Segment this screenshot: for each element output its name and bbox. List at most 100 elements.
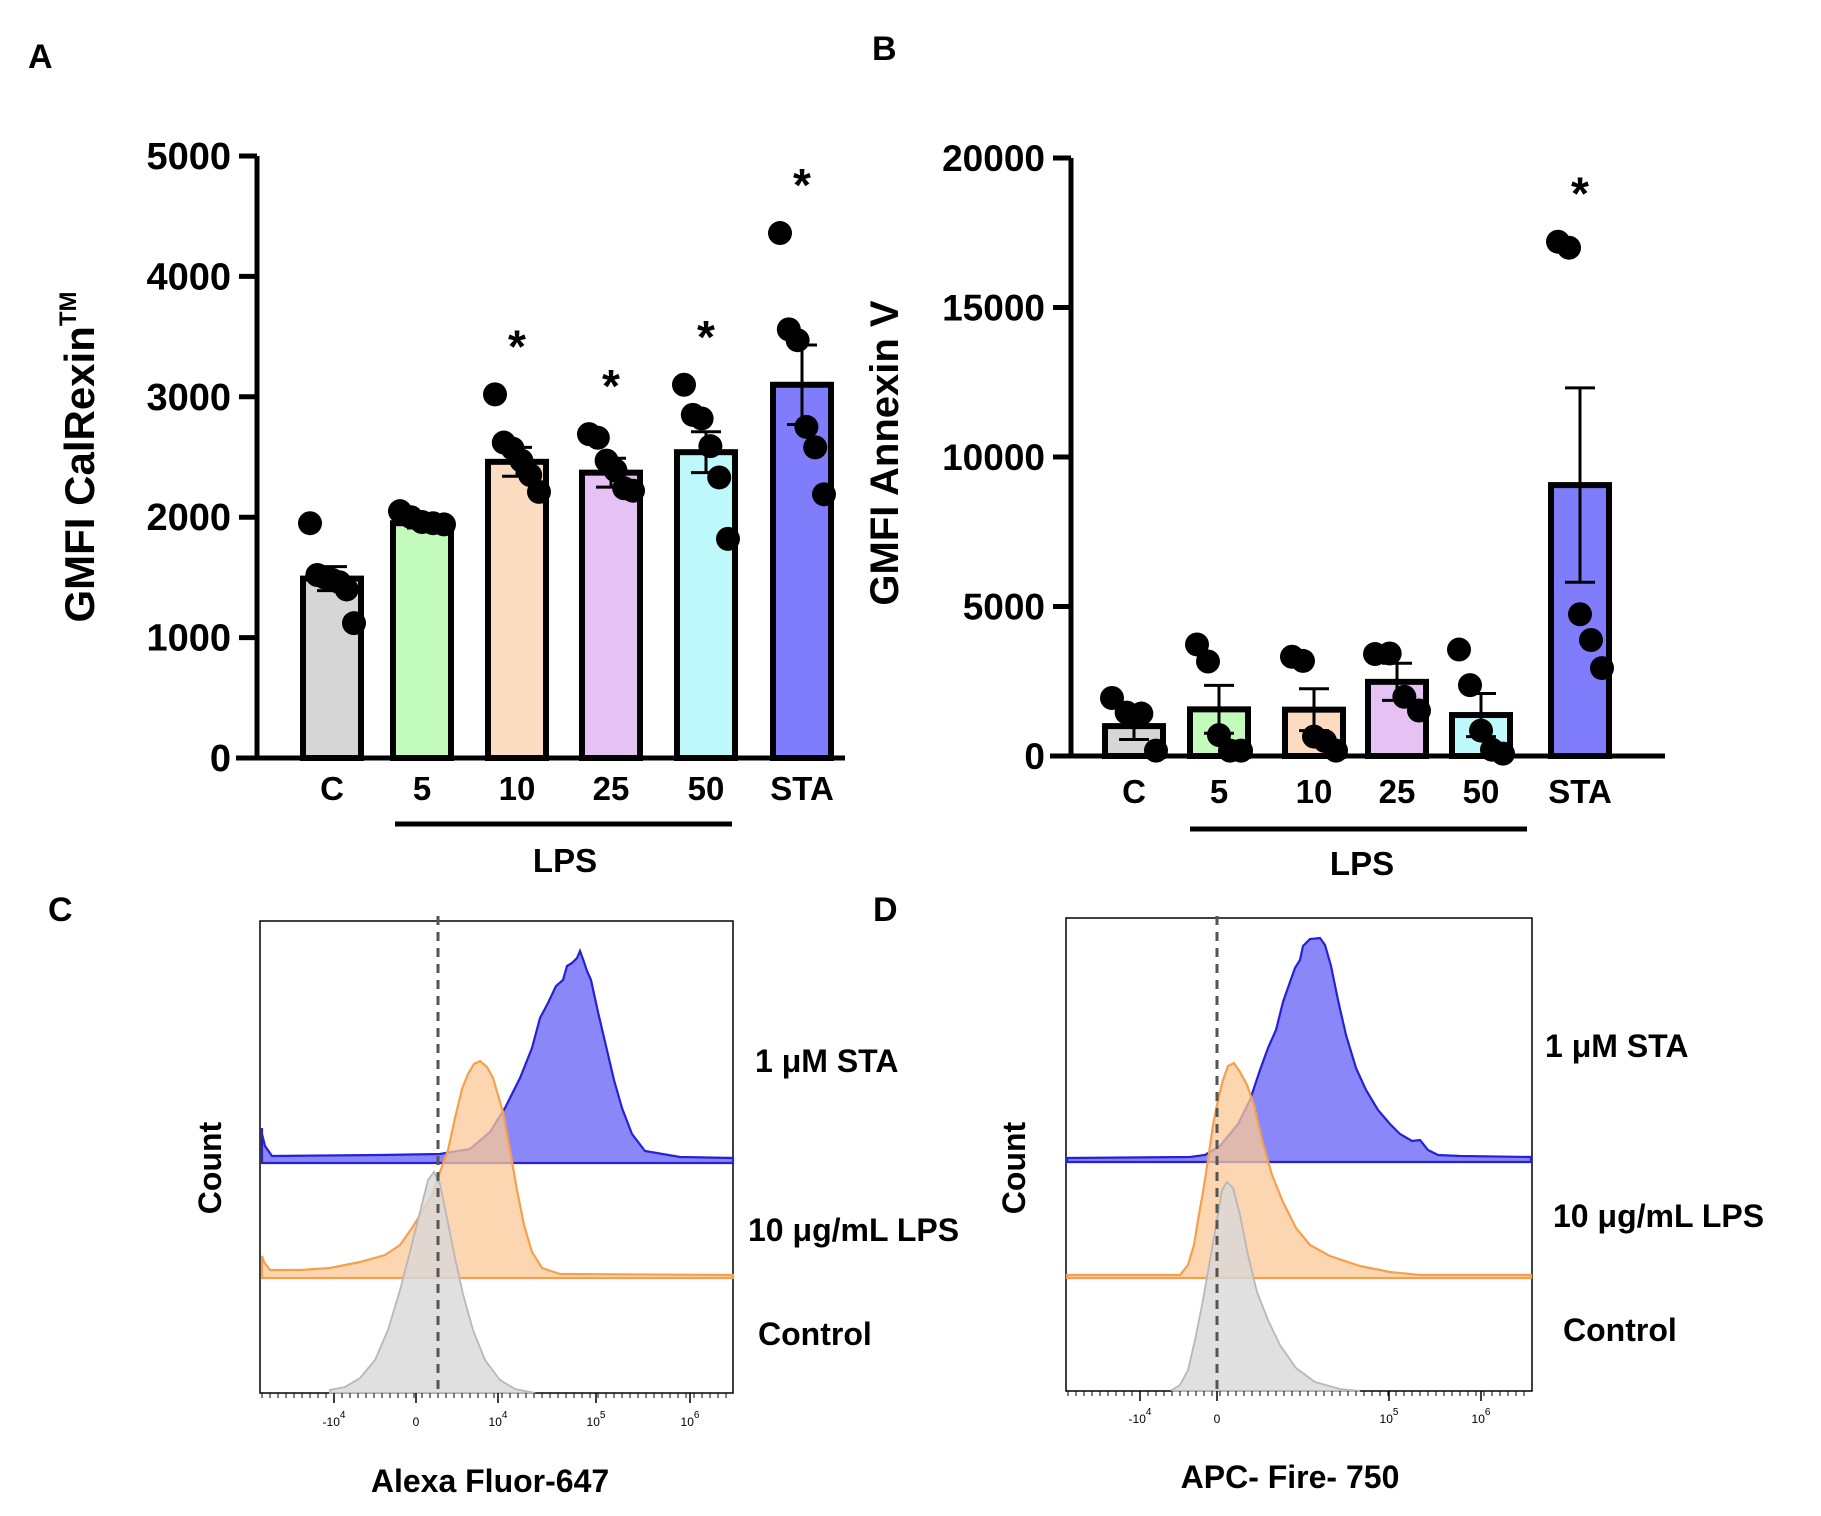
- panel-c-series-control: [329, 1170, 536, 1394]
- panel-c-x-tick-label: 105: [587, 1410, 606, 1429]
- panel-d-legend-control: Control: [1563, 1312, 1677, 1348]
- panel-a-category-label: C: [320, 770, 344, 807]
- panel-a-data-point: [334, 577, 359, 602]
- panel-a-significance-star: *: [793, 159, 811, 211]
- panel-b-significance-star: *: [1571, 168, 1589, 220]
- panel-b-y-tick-label: 0: [1024, 736, 1045, 777]
- panel-b-data-point: [1407, 698, 1431, 723]
- panel-d-histogram: D -104 0 105 106 Count APC- Fire- 750 1 μM …: [873, 891, 1764, 1495]
- panel-b-data-point: [1185, 632, 1209, 657]
- panel-d-x-axis-label: APC- Fire- 750: [1181, 1459, 1400, 1495]
- panel-d-y-axis-label: Count: [996, 1121, 1032, 1214]
- panel-b-data-point: [1377, 641, 1402, 666]
- panel-b-y-tick-label: 15000: [942, 288, 1045, 329]
- panel-b-lps-label: LPS: [1330, 845, 1394, 882]
- panel-a-data-point: [527, 479, 551, 504]
- panel-b-y-axis-label: GMFI Annexin V: [863, 300, 907, 606]
- panel-c-x-tick-label: -104: [323, 1410, 346, 1429]
- panel-a-bar: [300, 575, 364, 761]
- panel-a-data-point: [707, 465, 732, 490]
- panel-a-bar: [390, 520, 454, 761]
- panel-a-category-label: 10: [499, 770, 536, 807]
- panel-a-y-tick-label: 4000: [146, 256, 231, 298]
- panel-c-legend-control: Control: [758, 1316, 872, 1352]
- panel-b-y-tick-label: 5000: [963, 587, 1045, 628]
- panel-c-label: C: [48, 891, 73, 929]
- panel-b-data-point: [1291, 648, 1315, 673]
- panel-b-y-tick-label: 20000: [942, 138, 1045, 179]
- panel-b-category-label: 5: [1210, 773, 1228, 810]
- panel-a-significance-star: *: [697, 311, 715, 363]
- panel-d-series-control: [1171, 1180, 1361, 1392]
- panel-c-x-tick-label: 104: [489, 1410, 508, 1429]
- panel-b-data-point: [1579, 627, 1603, 652]
- panel-a-category-label: 25: [593, 770, 630, 807]
- panel-d-legend-sta: 1 μM STA: [1545, 1028, 1688, 1064]
- panel-c-x-tick-label: 0: [413, 1415, 420, 1429]
- panel-b-data-point: [1129, 701, 1154, 726]
- panel-b-data-point: [1458, 673, 1482, 698]
- panel-d-x-tick-label: 105: [1380, 1407, 1399, 1426]
- panel-c-histogram: C -104 0 104 105 106 Count Alexa Fluor-647 1…: [48, 891, 959, 1499]
- panel-a-data-point: [298, 511, 322, 536]
- panel-a-data-point: [794, 414, 819, 439]
- panel-a-category-label: STA: [770, 770, 834, 807]
- panel-b-category-label: C: [1122, 773, 1146, 810]
- panel-b-category-label: STA: [1548, 773, 1612, 810]
- panel-a-label: A: [28, 38, 53, 76]
- panel-a-data-point: [483, 382, 507, 407]
- panel-b-data-point: [1557, 235, 1581, 260]
- panel-c-x-tick-label: 106: [681, 1410, 700, 1429]
- panel-a-y-tick-label: 1000: [146, 618, 231, 660]
- panel-c-series-lps: [260, 1059, 735, 1280]
- panel-c-legend-sta: 1 μM STA: [755, 1043, 898, 1079]
- panel-a-y-tick-label: 5000: [146, 136, 231, 178]
- panel-d-x-tick-label: 106: [1472, 1407, 1491, 1426]
- panel-a-data-point: [768, 221, 792, 246]
- panel-a-data-point: [812, 482, 836, 507]
- panel-a-data-point: [672, 372, 696, 397]
- panel-c-x-axis-label: Alexa Fluor-647: [371, 1463, 609, 1499]
- panel-a-data-point: [698, 434, 723, 459]
- panel-d-series-sta: [1065, 936, 1533, 1164]
- panel-a-data-point: [342, 611, 366, 636]
- panel-a-data-point: [585, 425, 610, 450]
- panel-a-category-label: 50: [688, 770, 725, 807]
- panel-a-data-point: [785, 328, 810, 353]
- panel-c-y-axis-label: Count: [192, 1121, 228, 1214]
- panel-b-data-point: [1568, 602, 1592, 627]
- panel-a-bar: [579, 469, 643, 761]
- panel-a-data-point: [621, 478, 645, 503]
- panel-a-y-tick-label: 3000: [146, 377, 231, 419]
- panel-b-data-point: [1144, 738, 1168, 763]
- panel-b-data-point: [1447, 637, 1471, 662]
- panel-a-y-tick-label: 0: [210, 738, 231, 780]
- panel-b-data-point: [1324, 738, 1348, 763]
- panel-b-category-label: 10: [1296, 773, 1333, 810]
- panel-b-y-tick-label: 10000: [942, 437, 1045, 478]
- panel-a-data-point: [803, 435, 828, 460]
- panel-b-data-point: [1469, 718, 1493, 743]
- panel-a-significance-star: *: [508, 320, 526, 372]
- panel-a-data-point: [603, 458, 628, 483]
- panel-d-legend-lps: 10 μg/mL LPS: [1553, 1198, 1764, 1234]
- panel-a-lps-label: LPS: [533, 842, 597, 879]
- panel-a-y-tick-label: 2000: [146, 497, 231, 539]
- panel-b-data-point: [1590, 656, 1614, 681]
- panel-b-data-point: [1100, 685, 1124, 710]
- panel-a-bar: [674, 449, 738, 761]
- panel-a-significance-star: *: [602, 360, 620, 412]
- panel-d-x-tick-label: 0: [1214, 1412, 1221, 1426]
- panel-b-category-label: 50: [1463, 773, 1500, 810]
- panel-a-bar-chart: A GMFI CalRexinTM 010002000300040005000 …: [28, 38, 845, 879]
- panel-c-legend-lps: 10 μg/mL LPS: [748, 1212, 959, 1248]
- panel-a-data-point: [432, 512, 456, 537]
- panel-d-series-lps: [1065, 1061, 1533, 1280]
- panel-b-label: B: [872, 30, 897, 68]
- panel-b-category-label: 25: [1379, 773, 1416, 810]
- panel-d-x-tick-label: -104: [1129, 1407, 1152, 1426]
- panel-a-data-point: [689, 406, 714, 431]
- panel-a-category-label: 5: [413, 770, 431, 807]
